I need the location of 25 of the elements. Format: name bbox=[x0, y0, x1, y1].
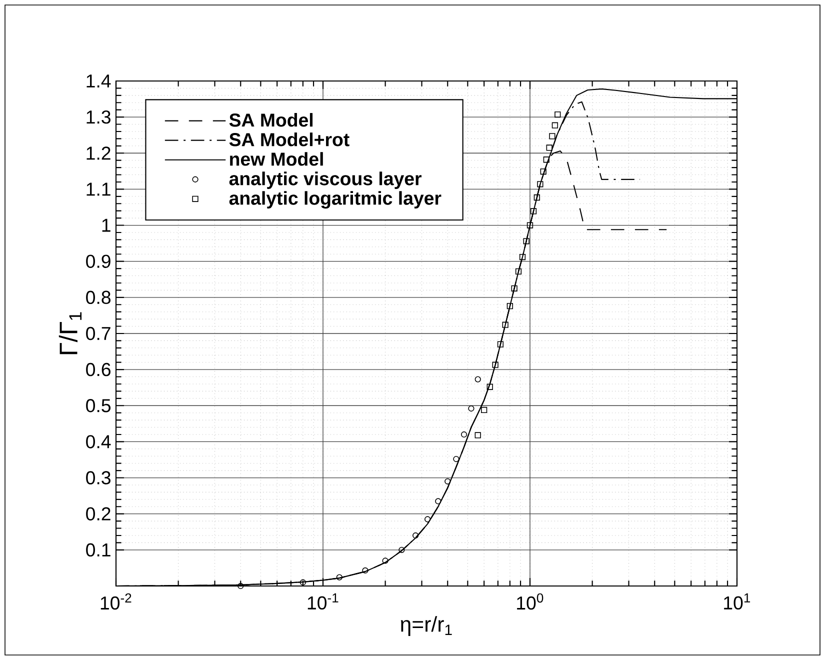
legend-label: analytic viscous layer bbox=[229, 172, 422, 190]
x-tick-label: 10$^{1}$ bbox=[724, 593, 750, 610]
x-tick-label: 10$^{0}$ bbox=[517, 593, 544, 610]
y-tick-label: 1.1 bbox=[86, 182, 110, 196]
y-tick-label: 1.3 bbox=[86, 110, 110, 124]
legend-label: new Model bbox=[230, 152, 323, 166]
x-axis-title: η=r/r$_{1}$ bbox=[400, 616, 452, 636]
x-tick-label: 10$^{-1}$ bbox=[308, 593, 338, 610]
y-tick-label: 0.7 bbox=[86, 326, 110, 340]
x-tick-label: 10$^{-2}$ bbox=[100, 593, 132, 610]
y-tick-label: 1.4 bbox=[86, 74, 111, 88]
legend-label: SA Model bbox=[229, 113, 313, 127]
y-tick-label: 0.3 bbox=[86, 471, 110, 484]
y-axis-title: Γ/Γ$_{1}$ bbox=[58, 312, 82, 354]
y-tick-label: 1.2 bbox=[86, 146, 110, 160]
y-tick-label: 0.9 bbox=[86, 254, 110, 268]
legend-label: SA Model+rot bbox=[229, 132, 350, 146]
y-tick-label: 0.4 bbox=[86, 435, 111, 448]
y-tick-label: 0.1 bbox=[86, 543, 110, 557]
y-tick-label: 0.5 bbox=[86, 399, 111, 412]
y-tick-label: 0.2 bbox=[86, 507, 110, 520]
y-tick-label: 0.8 bbox=[86, 290, 110, 304]
legend-label: analytic logaritmic layer bbox=[229, 191, 442, 209]
y-tick-label: 0.6 bbox=[86, 362, 110, 376]
y-tick-label: 1 bbox=[102, 218, 110, 232]
